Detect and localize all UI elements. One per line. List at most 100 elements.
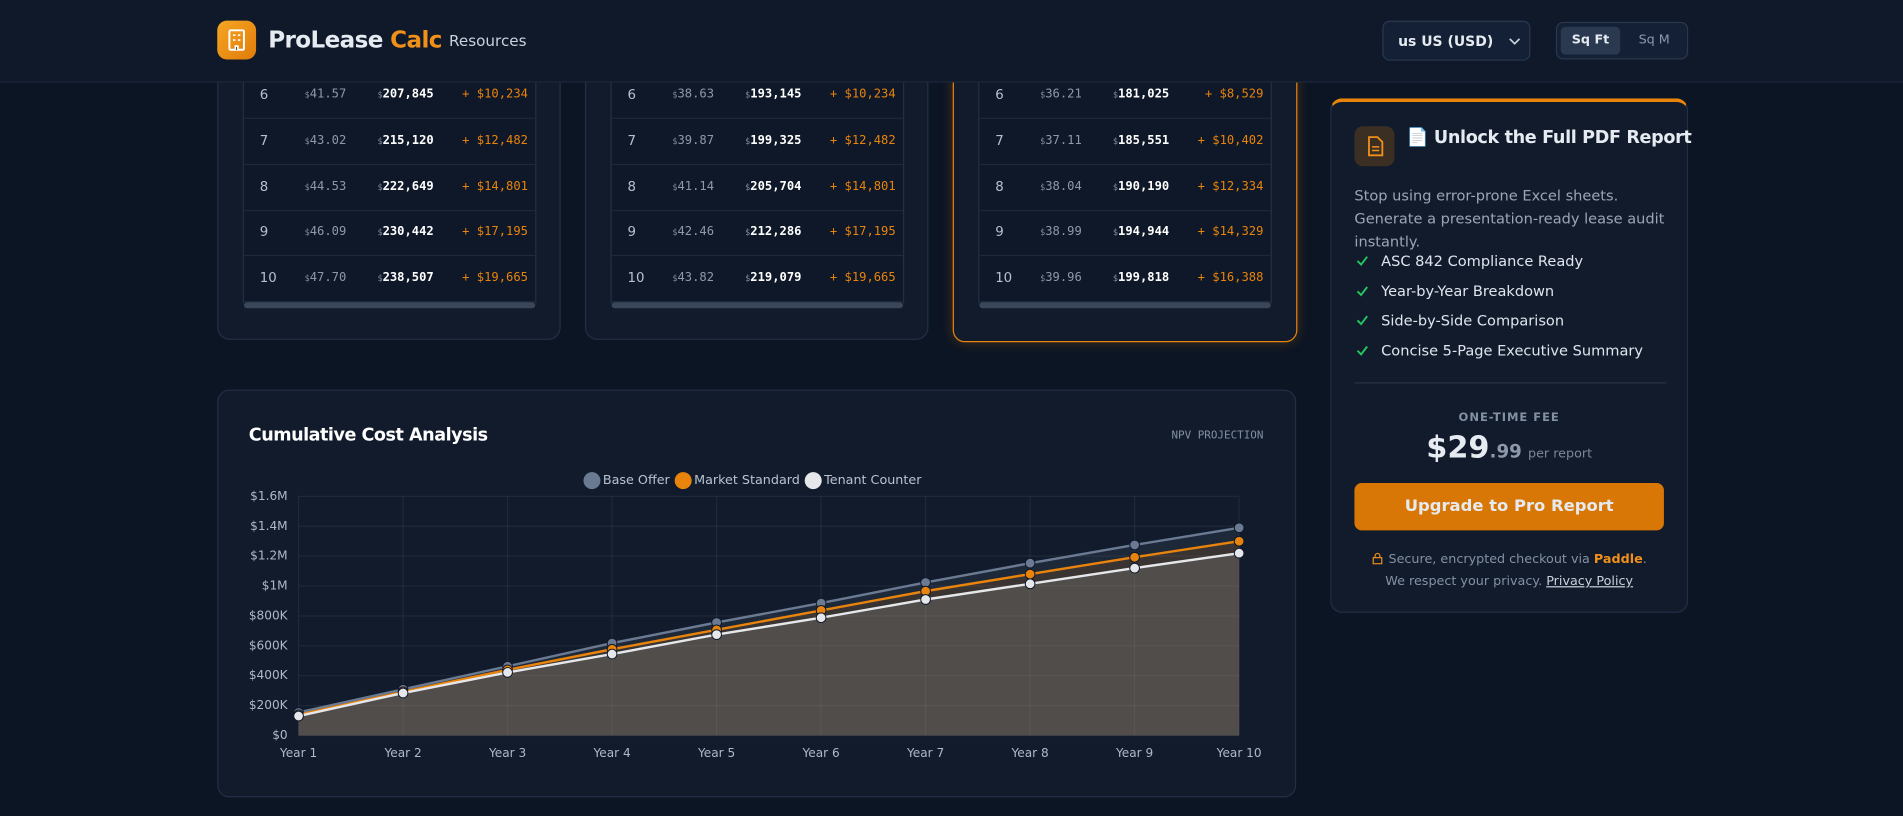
series-line — [298, 540, 1240, 717]
price-cents: .99 — [1489, 440, 1522, 463]
paddle-link[interactable]: Paddle — [1593, 552, 1643, 567]
table-cell: $47.70 — [304, 271, 347, 285]
table-cell: $39.96 — [1040, 271, 1082, 285]
chart-subtitle: NPV PROJECTION — [1171, 429, 1263, 442]
unit-toggle: Sq Ft Sq M — [1555, 21, 1689, 60]
scrollbar — [611, 302, 903, 309]
table-cell: $222,649 — [377, 180, 434, 194]
table-row: 9 $46.09 $230,442 + $17,195 — [243, 209, 536, 257]
feature-text: Concise 5-Page Executive Summary — [1381, 342, 1643, 360]
card-title: 📄 Unlock the Full PDF Report — [1406, 128, 1692, 149]
secure-line: Secure, encrypted checkout via Paddle. — [1331, 552, 1687, 567]
data-point — [1129, 562, 1140, 574]
data-point — [397, 687, 409, 699]
table-row: 8 $38.04 $190,190 + $12,334 — [979, 164, 1271, 212]
data-point — [815, 612, 827, 624]
x-tick-label: Year 7 — [906, 746, 944, 760]
table-row: 10 $47.70 $238,507 + $19,665 — [243, 255, 536, 303]
privacy-line: We respect your privacy. Privacy Policy — [1331, 574, 1687, 589]
table-cell: $37.11 — [1040, 134, 1082, 148]
table-cell: 10 — [627, 270, 645, 286]
data-point — [1024, 568, 1036, 580]
table-cell: $43.82 — [672, 271, 715, 285]
table-cell: 9 — [995, 223, 1004, 240]
logo[interactable] — [217, 20, 257, 60]
x-tick-label: Year 5 — [697, 746, 735, 760]
x-tick-label: Year 10 — [1216, 746, 1262, 760]
nav-link[interactable]: Resources — [449, 31, 527, 50]
table-cell: $38.99 — [1040, 225, 1082, 239]
check-icon — [1356, 346, 1368, 356]
table-cell: $194,944 — [1112, 225, 1170, 239]
x-tick-label: Year 2 — [383, 746, 421, 760]
table-cell: 8 — [995, 179, 1004, 195]
price-unit: per report — [1527, 446, 1593, 462]
table-cell: 8 — [627, 179, 636, 195]
table-cell: 7 — [259, 132, 269, 149]
x-tick-label: Year 6 — [801, 746, 839, 760]
table-cell: 6 — [627, 86, 636, 103]
table-cell: 10 — [259, 270, 277, 286]
chart-panel — [217, 389, 1297, 798]
table-cell: + $10,402 — [1197, 134, 1264, 148]
table-cell: $193,145 — [745, 87, 802, 102]
feature-text: Year-by-Year Breakdown — [1381, 282, 1555, 300]
y-tick-label: $0 — [272, 728, 287, 742]
table-row: 6 $41.57 $207,845 + $10,234 — [243, 72, 536, 119]
table-row: 9 $38.99 $194,944 + $14,329 — [979, 209, 1271, 257]
check-icon — [1356, 286, 1368, 297]
table-cell: $38.04 — [1040, 180, 1082, 194]
legend-label: Market Standard — [694, 473, 800, 488]
y-tick-label: $600K — [249, 638, 289, 652]
unit-option[interactable]: Sq Ft — [1560, 26, 1621, 55]
y-tick-label: $1.4M — [250, 519, 287, 533]
card-description: Stop using error-prone Excel sheets. Gen… — [1354, 186, 1665, 251]
privacy-link[interactable]: Privacy Policy — [1546, 574, 1634, 589]
upgrade-button[interactable]: Upgrade to Pro Report — [1354, 483, 1664, 531]
privacy-text: We respect your privacy. — [1385, 574, 1543, 589]
table-cell: + $10,234 — [829, 87, 896, 102]
table-cell: $205,704 — [745, 180, 802, 194]
series-line — [298, 526, 1240, 714]
table-cell: + $14,329 — [1197, 225, 1264, 239]
currency-select[interactable]: us US (USD) — [1382, 20, 1531, 61]
table-cell: $36.21 — [1040, 87, 1082, 102]
y-tick-label: $200K — [249, 698, 289, 712]
table-cell: $207,845 — [377, 87, 434, 102]
secure-text: Secure, encrypted checkout via — [1388, 552, 1590, 567]
table-row: 7 $39.87 $199,325 + $12,482 — [611, 118, 903, 166]
table-row: 9 $42.46 $212,286 + $17,195 — [611, 209, 903, 257]
table-cell: $199,325 — [745, 134, 802, 148]
table-row: 8 $41.14 $205,704 + $14,801 — [611, 164, 903, 212]
data-point — [1024, 578, 1036, 590]
table-cell: + $8,529 — [1204, 87, 1264, 102]
unit-option[interactable]: Sq M — [1638, 32, 1670, 48]
table-cell: 8 — [259, 179, 269, 195]
table-row: 6 $38.63 $193,145 + $10,234 — [611, 72, 903, 119]
table-cell: + $17,195 — [829, 225, 896, 239]
feature-text: ASC 842 Compliance Ready — [1381, 252, 1584, 270]
legend-swatch — [674, 472, 692, 490]
table-cell: + $14,801 — [462, 180, 528, 194]
lock-icon — [1372, 552, 1383, 565]
x-tick-label: Year 9 — [1115, 746, 1153, 760]
table-cell: $46.09 — [304, 225, 347, 239]
table-row: 7 $43.02 $215,120 + $12,482 — [243, 118, 536, 166]
y-tick-label: $1.6M — [250, 489, 287, 503]
table-cell: + $12,482 — [829, 134, 896, 148]
table-cell: + $19,665 — [829, 271, 896, 285]
feature-text: Side-by-Side Comparison — [1381, 312, 1565, 330]
table-cell: $190,190 — [1112, 180, 1170, 194]
x-tick-label: Year 4 — [592, 746, 631, 760]
chevron — [1509, 38, 1521, 45]
x-tick-label: Year 3 — [488, 746, 526, 760]
data-point — [711, 629, 722, 640]
brand[interactable]: ProLease Calc — [268, 27, 442, 54]
table-row: 7 $37.11 $185,551 + $10,402 — [979, 118, 1271, 166]
y-tick-label: $1.2M — [250, 549, 287, 563]
table-cell: $41.14 — [672, 180, 715, 194]
legend: Base Offer Market Standard Tenant Counter — [583, 472, 922, 490]
